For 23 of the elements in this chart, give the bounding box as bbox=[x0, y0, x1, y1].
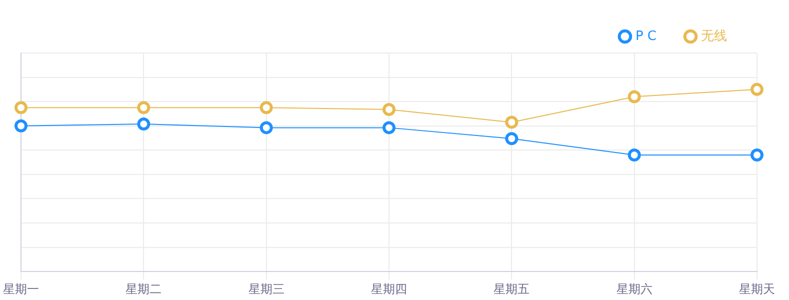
point bbox=[382, 121, 396, 134]
point bbox=[382, 102, 396, 116]
legend-label: 无线 bbox=[701, 28, 727, 44]
point bbox=[260, 121, 273, 134]
x-tick-label: 星期六 bbox=[616, 282, 652, 296]
point bbox=[260, 101, 273, 114]
point bbox=[628, 148, 641, 162]
point bbox=[750, 82, 764, 96]
x-tick-label: 星期五 bbox=[494, 282, 530, 296]
point bbox=[750, 148, 764, 162]
x-tick-label: 星期天 bbox=[739, 282, 775, 296]
x-tick-label: 星期三 bbox=[248, 282, 284, 296]
legend-label: P C bbox=[635, 28, 657, 44]
x-tick-label: 星期二 bbox=[126, 282, 162, 296]
point bbox=[628, 90, 641, 104]
x-tick-label: 星期一 bbox=[3, 282, 39, 296]
point bbox=[505, 116, 518, 129]
point bbox=[137, 118, 150, 131]
point bbox=[14, 119, 28, 132]
point bbox=[505, 132, 518, 146]
point bbox=[14, 101, 28, 114]
x-tick-label: 星期四 bbox=[371, 282, 407, 296]
point bbox=[137, 101, 150, 114]
